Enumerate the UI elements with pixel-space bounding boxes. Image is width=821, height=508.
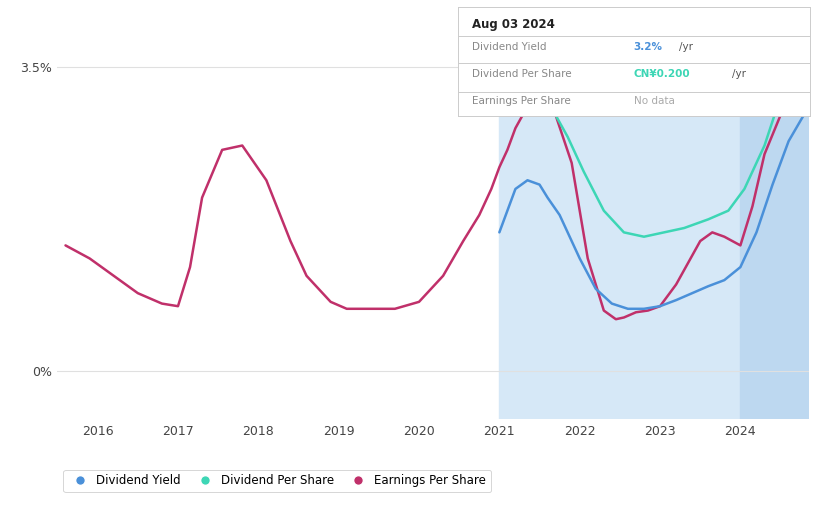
Bar (741, 15, 809, 419)
Text: 3.2%: 3.2% (634, 42, 663, 51)
Text: No data: No data (634, 96, 675, 106)
Text: Dividend Per Share: Dividend Per Share (472, 69, 571, 79)
Text: /yr: /yr (680, 42, 694, 51)
Legend: Dividend Yield, Dividend Per Share, Earnings Per Share: Dividend Yield, Dividend Per Share, Earn… (63, 469, 491, 492)
Text: CN¥0.200: CN¥0.200 (634, 69, 690, 79)
Text: Aug 03 2024: Aug 03 2024 (472, 17, 555, 30)
Text: Earnings Per Share: Earnings Per Share (472, 96, 571, 106)
Text: /yr: /yr (732, 69, 746, 79)
Text: Past: Past (771, 45, 796, 58)
Bar (499, 15, 741, 419)
Text: Dividend Yield: Dividend Yield (472, 42, 547, 51)
